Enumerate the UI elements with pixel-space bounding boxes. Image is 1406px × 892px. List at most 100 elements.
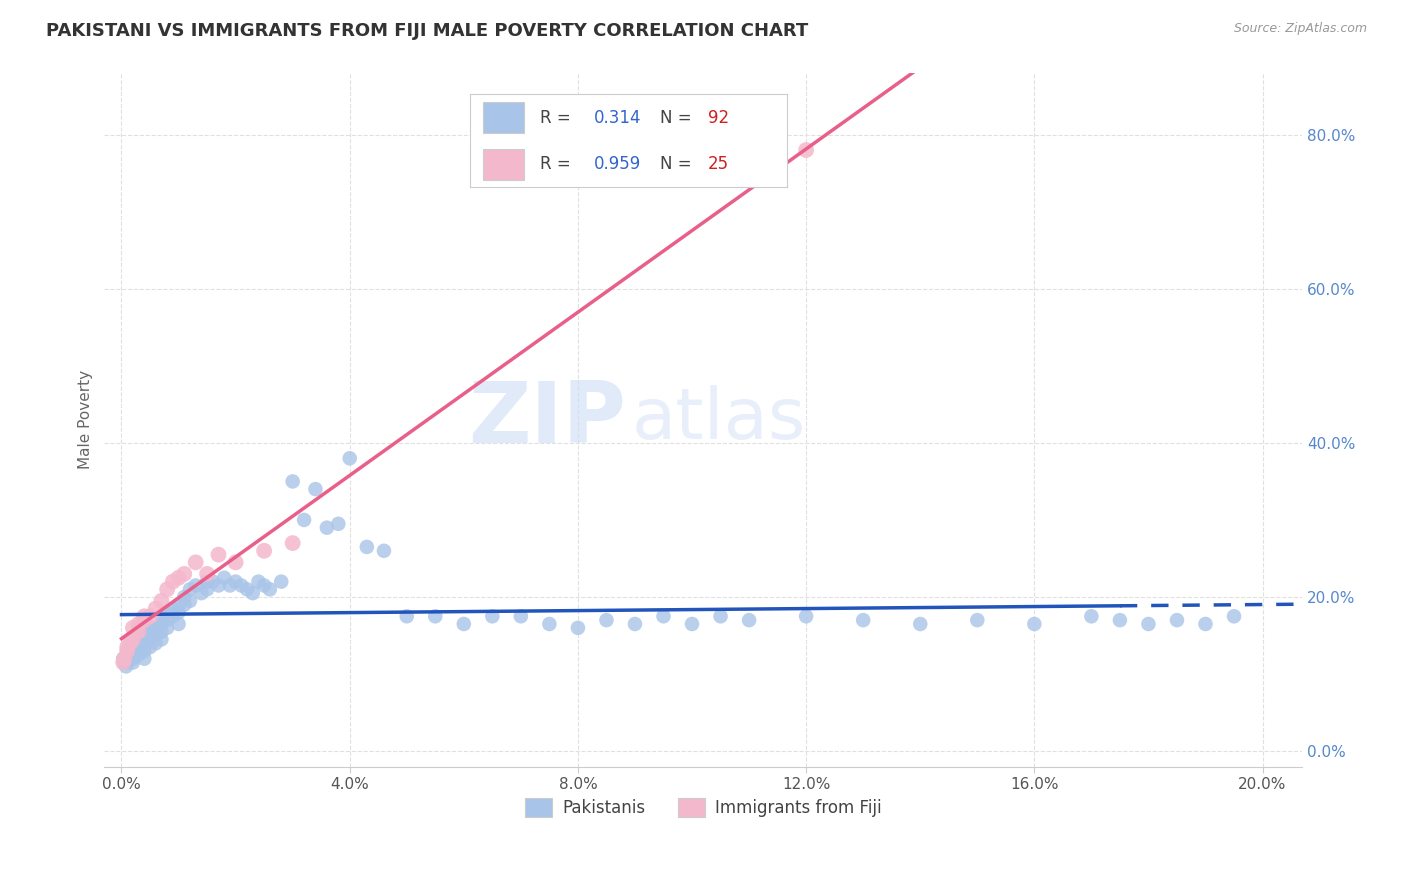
Text: PAKISTANI VS IMMIGRANTS FROM FIJI MALE POVERTY CORRELATION CHART: PAKISTANI VS IMMIGRANTS FROM FIJI MALE P… [46, 22, 808, 40]
Point [179, 582, 201, 597]
Point [167, 606, 190, 620]
Point [145, 601, 167, 615]
Point [122, 644, 145, 658]
Point [162, 601, 184, 615]
Point [134, 629, 156, 643]
Point [134, 651, 156, 665]
Point [1024, 617, 1046, 632]
Point [509, 609, 531, 624]
Point [1223, 609, 1246, 624]
Point [681, 617, 703, 632]
Point [156, 613, 179, 627]
Point [738, 613, 761, 627]
Point [910, 617, 932, 632]
Point [1166, 613, 1188, 627]
Point [122, 651, 145, 665]
Point [195, 574, 218, 589]
Point [115, 659, 138, 673]
Point [150, 594, 173, 608]
Point [242, 586, 264, 600]
Point [207, 548, 229, 562]
Point [128, 648, 150, 662]
Point [115, 648, 138, 662]
Point [567, 621, 589, 635]
Point [128, 636, 150, 650]
Point [212, 571, 235, 585]
Point [150, 609, 173, 624]
Point [125, 644, 148, 658]
Point [328, 516, 350, 531]
Text: Source: ZipAtlas.com: Source: ZipAtlas.com [1233, 22, 1367, 36]
Point [122, 648, 145, 662]
Point [112, 651, 135, 665]
Point [253, 578, 276, 592]
Point [134, 613, 156, 627]
Point [150, 624, 173, 639]
Point [373, 543, 395, 558]
Point [794, 609, 817, 624]
Point [219, 578, 242, 592]
Point [134, 636, 156, 650]
Point [595, 613, 617, 627]
Point [339, 451, 361, 466]
Point [1109, 613, 1132, 627]
Point [794, 143, 817, 157]
Point [207, 578, 229, 592]
Point [231, 578, 253, 592]
Point [112, 656, 135, 670]
Point [225, 574, 247, 589]
Point [128, 640, 150, 654]
Point [184, 555, 207, 569]
Point [292, 513, 315, 527]
Point [162, 609, 184, 624]
Point [134, 609, 156, 624]
Point [139, 640, 162, 654]
Point [1194, 617, 1216, 632]
Text: ZIP: ZIP [468, 378, 626, 461]
Point [236, 582, 259, 597]
Point [134, 644, 156, 658]
Point [173, 598, 195, 612]
Point [315, 521, 337, 535]
Point [112, 656, 135, 670]
Point [118, 636, 141, 650]
Point [115, 644, 138, 658]
Point [115, 644, 138, 658]
Y-axis label: Male Poverty: Male Poverty [79, 370, 93, 469]
Point [167, 598, 190, 612]
Point [179, 594, 201, 608]
Point [115, 656, 138, 670]
Point [195, 566, 218, 581]
Point [167, 571, 190, 585]
Point [156, 621, 179, 635]
Point [128, 617, 150, 632]
Point [128, 636, 150, 650]
Point [270, 574, 292, 589]
Point [1137, 617, 1160, 632]
Point [162, 574, 184, 589]
Point [425, 609, 447, 624]
Point [139, 632, 162, 647]
Point [247, 574, 270, 589]
Point [1080, 609, 1102, 624]
Point [139, 624, 162, 639]
Point [481, 609, 503, 624]
Point [167, 617, 190, 632]
Point [281, 536, 304, 550]
Point [453, 617, 475, 632]
Point [624, 617, 647, 632]
Point [145, 621, 167, 635]
Point [145, 629, 167, 643]
Point [122, 632, 145, 647]
Text: atlas: atlas [631, 385, 806, 454]
Point [150, 632, 173, 647]
Point [195, 582, 218, 597]
Point [395, 609, 418, 624]
Point [139, 609, 162, 624]
Point [156, 606, 179, 620]
Point [259, 582, 281, 597]
Point [538, 617, 561, 632]
Legend: Pakistanis, Immigrants from Fiji: Pakistanis, Immigrants from Fiji [519, 791, 889, 824]
Point [115, 640, 138, 654]
Point [356, 540, 378, 554]
